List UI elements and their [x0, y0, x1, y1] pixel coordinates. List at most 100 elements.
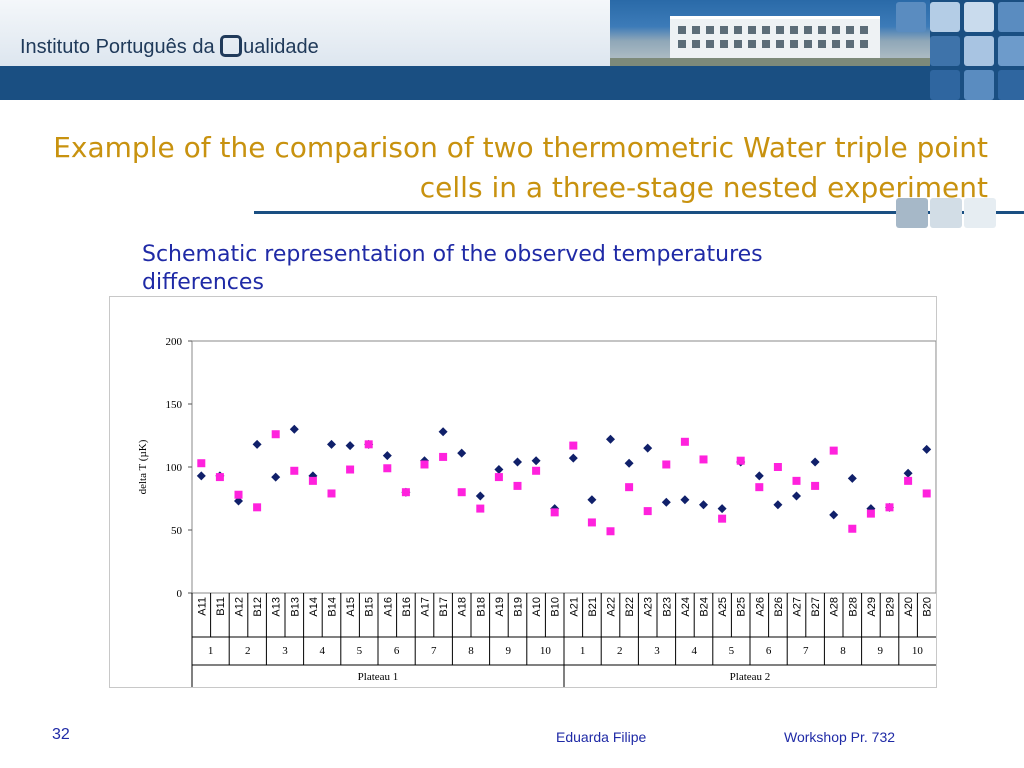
category-label: A20 [903, 597, 915, 617]
category-label: B17 [438, 597, 450, 617]
logo-text-after: ualidade [243, 36, 319, 58]
data-point-square [327, 489, 336, 498]
y-tick-label: 150 [166, 399, 183, 411]
run-label: 8 [468, 645, 474, 657]
decor-square [998, 2, 1024, 32]
run-label: 4 [319, 645, 325, 657]
decor-square [964, 70, 994, 100]
data-point-square [904, 476, 913, 485]
data-point-diamond [345, 441, 355, 451]
category-label: A21 [568, 597, 580, 617]
data-point-diamond [717, 504, 727, 514]
data-point-diamond [866, 504, 876, 514]
category-label: B12 [252, 597, 264, 617]
data-point-diamond [606, 434, 615, 444]
category-label: A22 [606, 597, 618, 617]
category-label: A24 [680, 597, 692, 617]
data-point-diamond [661, 497, 671, 507]
category-label: A15 [345, 597, 357, 617]
y-tick-label: 200 [166, 336, 183, 348]
data-point-square [811, 481, 820, 490]
run-label: 2 [617, 645, 623, 657]
footer-event: Workshop Pr. 732 [784, 729, 896, 745]
category-label: A16 [382, 597, 394, 617]
category-label: B15 [364, 597, 376, 617]
data-point-square [625, 483, 634, 492]
run-label: 3 [282, 645, 288, 657]
data-point-square [829, 446, 838, 455]
data-point-diamond [643, 443, 653, 453]
slide-title: Example of the comparison of two thermom… [53, 131, 988, 204]
data-point-diamond [234, 496, 243, 506]
data-point-diamond [847, 473, 857, 483]
data-point-square [420, 460, 429, 469]
data-point-square [662, 460, 671, 469]
data-point-square [699, 455, 708, 464]
run-label: 3 [654, 645, 660, 657]
data-point-diamond [624, 458, 634, 468]
logo-q-mark [220, 35, 243, 57]
building-windows [678, 26, 868, 34]
category-label: A11 [196, 597, 208, 616]
data-point-square [885, 503, 894, 512]
y-axis-label: delta T (µK) [137, 439, 149, 494]
data-point-diamond [494, 465, 504, 475]
category-label: B26 [773, 597, 785, 617]
data-point-square [680, 437, 689, 446]
data-point-diamond [289, 424, 299, 434]
data-point-square [569, 441, 578, 450]
building-shape [670, 16, 880, 63]
category-label: B18 [475, 597, 487, 617]
data-point-diamond [438, 427, 448, 437]
decor-square [964, 198, 996, 228]
data-point-square [513, 481, 522, 490]
chart-container: 0 50 100 150 200 delta T (µK) A11 B11 A12 B12 A13 B… [109, 296, 937, 688]
run-label: 10 [540, 645, 552, 657]
data-point-diamond [773, 500, 783, 510]
data-point-square [457, 488, 466, 497]
category-label: B27 [810, 597, 822, 617]
category-label: B23 [661, 597, 673, 617]
decor-square [998, 70, 1024, 100]
data-point-square [308, 476, 317, 485]
data-point-square [476, 504, 485, 513]
run-label: 10 [912, 645, 924, 657]
data-point-square [290, 466, 299, 475]
data-point-diamond [457, 448, 467, 458]
run-label: 5 [729, 645, 735, 657]
category-label: A25 [717, 597, 729, 617]
category-label: A27 [792, 597, 804, 617]
y-tick-label: 0 [177, 588, 183, 600]
decor-square [964, 2, 994, 32]
run-label: 6 [394, 645, 400, 657]
run-label: 1 [208, 645, 214, 657]
data-point-diamond [252, 439, 262, 449]
data-point-square [773, 463, 782, 471]
category-label: A28 [829, 597, 841, 617]
category-label: B14 [327, 597, 339, 617]
decor-square [930, 198, 962, 228]
plateau-label: Plateau 2 [730, 671, 771, 683]
category-label: B13 [289, 597, 301, 617]
data-point-square [215, 473, 224, 482]
category-label: B29 [885, 597, 897, 617]
category-label: B28 [847, 597, 859, 617]
data-point-diamond [327, 439, 336, 449]
data-point-square [401, 488, 410, 497]
building-ground [610, 58, 930, 66]
category-label: A10 [531, 597, 543, 617]
category-label: A19 [494, 597, 506, 617]
data-point-square [922, 489, 931, 498]
data-point-diamond [829, 510, 839, 520]
run-label: 8 [840, 645, 846, 657]
y-tick-label: 50 [171, 525, 183, 537]
data-point-diamond [754, 471, 764, 481]
building-windows [678, 40, 868, 48]
data-point-square [271, 430, 280, 439]
slide-number: 32 [52, 726, 70, 743]
data-point-diamond [699, 500, 708, 510]
decor-square [896, 198, 928, 228]
category-label: A13 [271, 597, 283, 617]
building-photo [610, 0, 930, 66]
decor-square [930, 36, 960, 66]
